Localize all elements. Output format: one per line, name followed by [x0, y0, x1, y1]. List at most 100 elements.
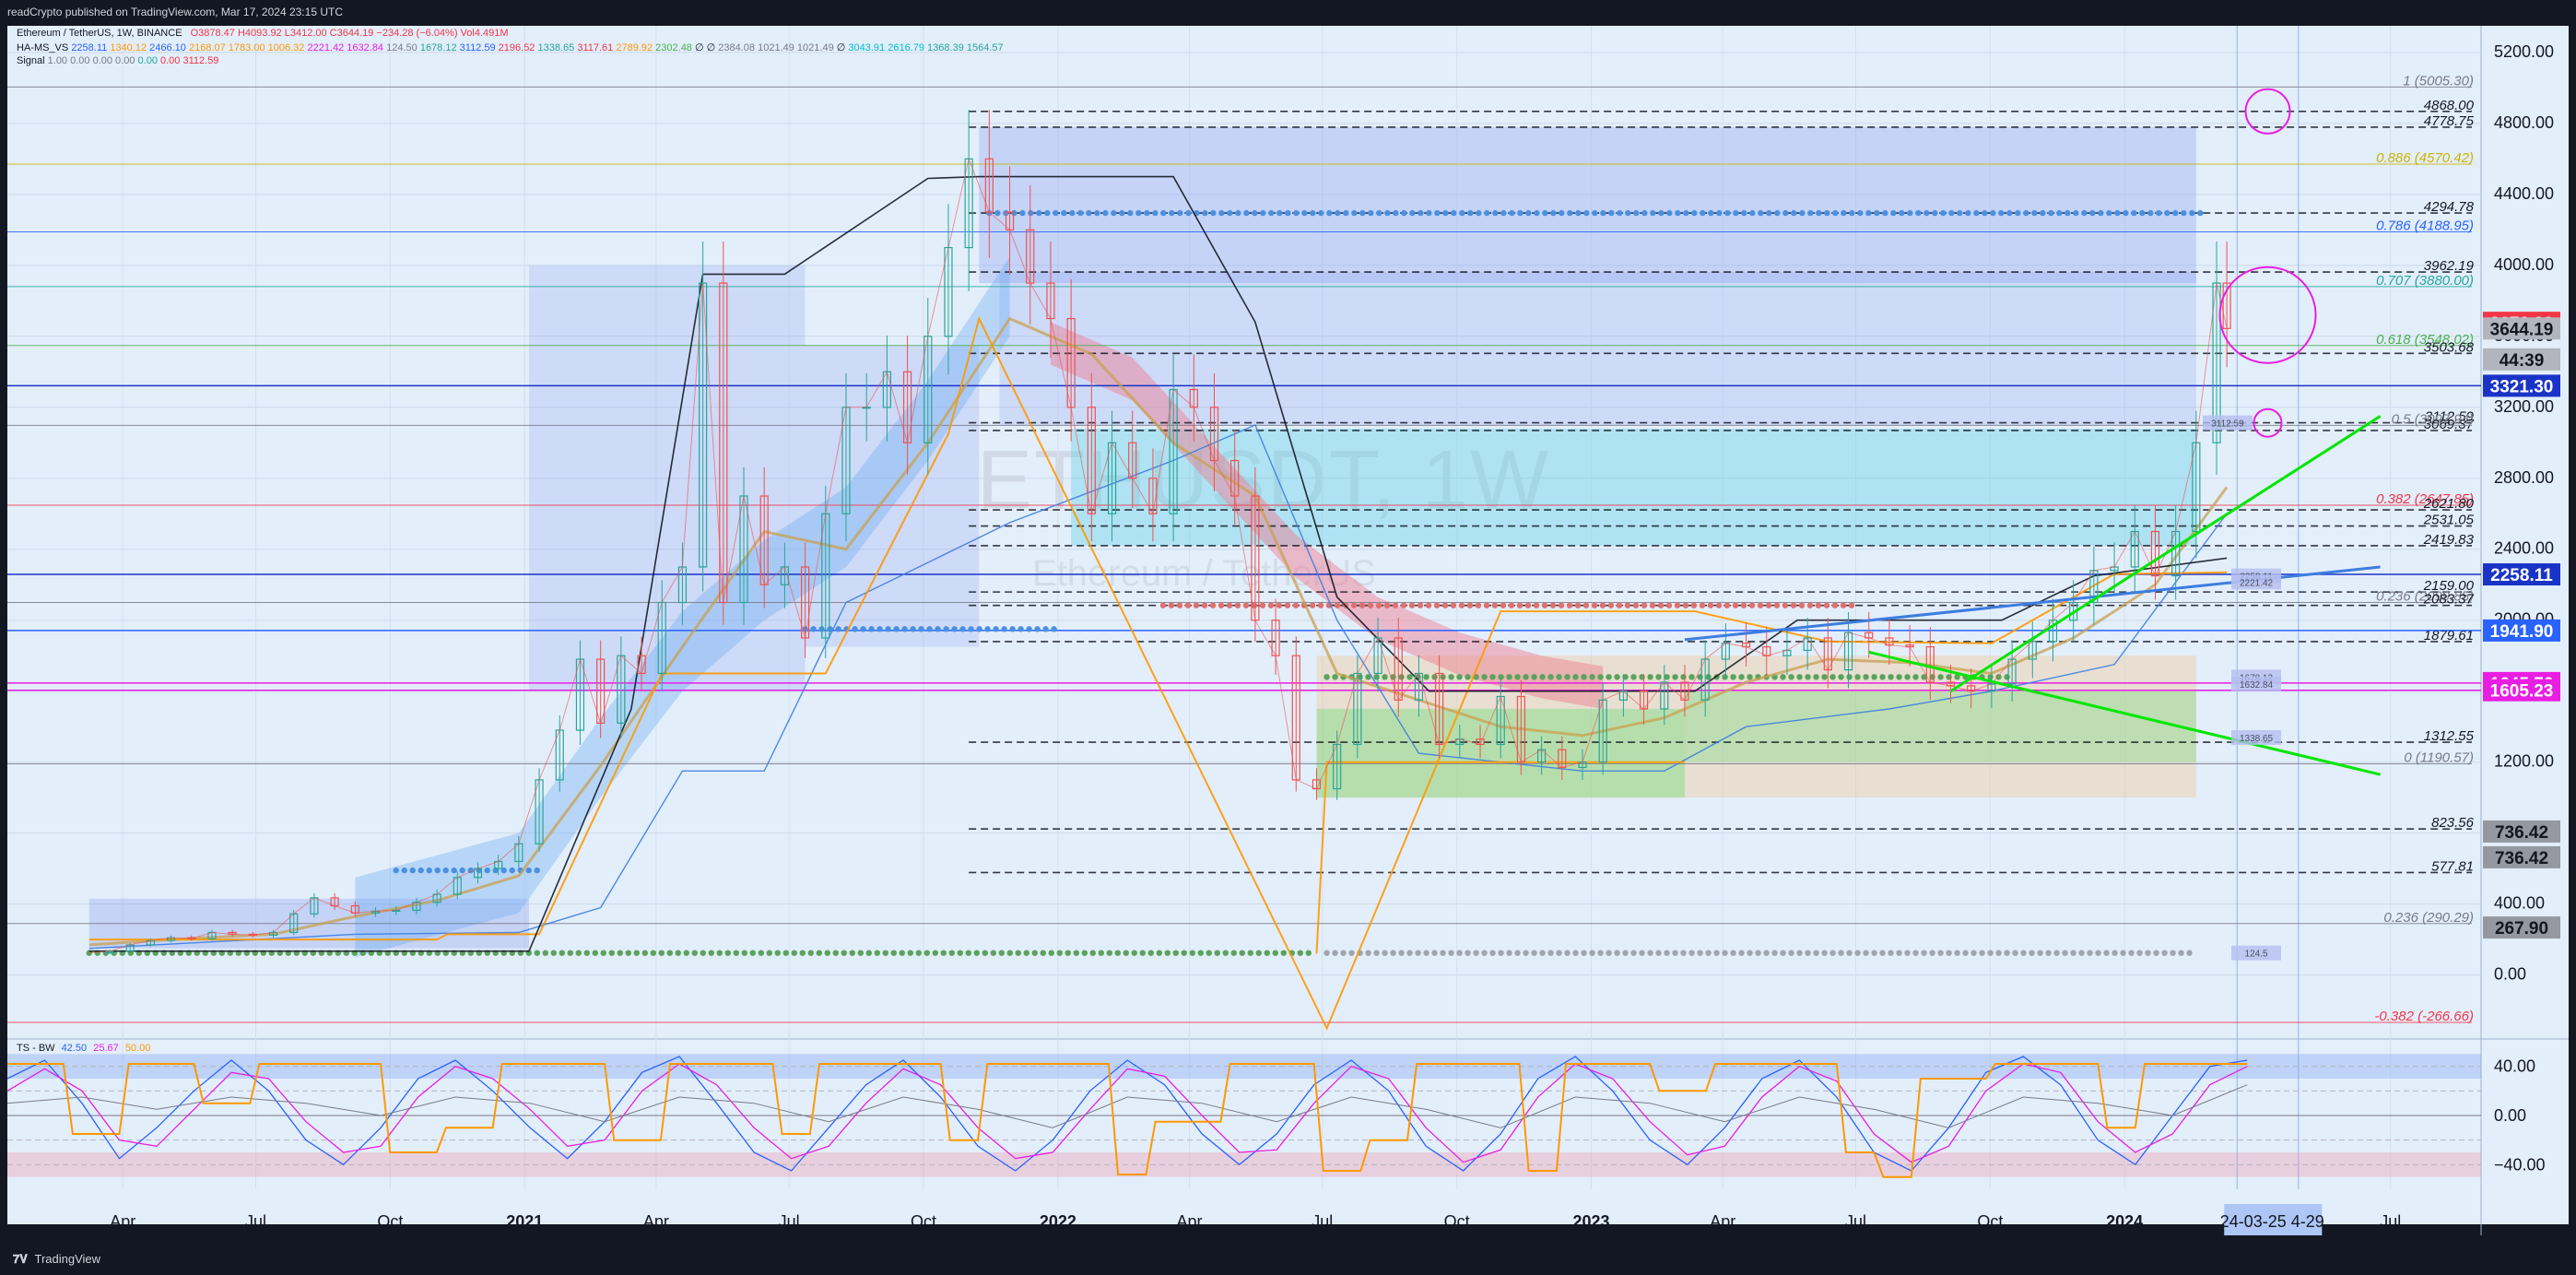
support-dots-grey — [1406, 950, 1413, 956]
low-resistance-dots — [509, 867, 515, 874]
mid-support-dots — [1373, 674, 1380, 680]
support-dots — [550, 950, 557, 956]
legend-signal-label: Signal — [17, 55, 45, 66]
resistance-dots — [1451, 209, 1457, 217]
resistance-dots — [1816, 209, 1822, 217]
legend-ha-value: 2789.92 — [613, 42, 653, 53]
resistance-dots — [1077, 209, 1084, 217]
red-dots — [1815, 602, 1822, 608]
red-dots — [1226, 602, 1233, 608]
red-dots — [1350, 602, 1358, 608]
low-resistance-dots — [459, 867, 465, 874]
support-dots — [865, 950, 872, 956]
legend-signal-line: Signal 1.00 0.00 0.00 0.00 0.00 0.00 311… — [17, 55, 218, 66]
resistance-dots — [1376, 209, 1382, 217]
support-dots — [1040, 950, 1046, 956]
legend-ha-label: HA-MS_VS — [17, 42, 69, 53]
resistance-dots — [1111, 209, 1117, 217]
mid-support-dots — [1805, 674, 1811, 680]
red-dots — [1566, 602, 1573, 608]
support-dots — [1147, 950, 1154, 956]
price-badge-label: 44:39 — [2500, 351, 2545, 371]
support-dots — [882, 950, 888, 956]
mid-support-dots — [1481, 674, 1488, 680]
support-dots — [774, 950, 781, 956]
red-dots — [1475, 602, 1482, 608]
mid-support-dots — [1813, 674, 1819, 680]
price-level-label: 0.382 (2647.85) — [2376, 491, 2474, 507]
osc-y-tick-label: −40.00 — [2494, 1155, 2546, 1174]
resistance-dots — [1990, 209, 1996, 217]
mid-support-dots — [1647, 674, 1653, 680]
price-level-label: 3112.59 — [2425, 409, 2475, 425]
red-dots — [1798, 602, 1806, 608]
red-dots — [1790, 602, 1797, 608]
support-dots-grey — [2029, 950, 2035, 956]
resistance-dots — [1807, 209, 1814, 217]
y-tick-label: 1200.00 — [2494, 752, 2554, 771]
red-dots — [1508, 602, 1515, 608]
mid-support-dots — [1747, 674, 1753, 680]
resistance-dots — [1658, 209, 1664, 217]
mid-support-dots — [1556, 674, 1562, 680]
red-dots — [1715, 602, 1723, 608]
support-dots-grey — [2078, 950, 2085, 956]
price-badge-label: 1941.90 — [2490, 622, 2554, 642]
support-dots — [807, 950, 814, 956]
resistance-dots — [1476, 209, 1482, 217]
red-dots — [1740, 602, 1747, 608]
red-dots — [1624, 602, 1631, 608]
support-dots-grey — [1987, 950, 1994, 956]
support-dots-grey — [1506, 950, 1512, 956]
green-zone-2 — [1684, 691, 2196, 762]
red-dots — [1649, 602, 1656, 608]
resistance-dots — [1791, 209, 1797, 217]
legend-ha-value: ∅ — [691, 42, 704, 53]
y-tick-label: 2400.00 — [2494, 539, 2554, 558]
chart-area[interactable] — [7, 26, 2481, 1224]
mid-support-dots — [1912, 674, 1919, 680]
resistance-dots — [2181, 209, 2187, 217]
resistance-dots — [1733, 209, 1739, 217]
red-dots — [1723, 602, 1731, 608]
inline-tag — [2202, 415, 2253, 431]
resistance-dots — [1782, 209, 1789, 217]
price-level-label: 0.886 (4570.42) — [2376, 150, 2474, 166]
red-dots — [1831, 602, 1839, 608]
resistance-dots — [1102, 209, 1109, 217]
x-tick-label: 2023 — [1572, 1212, 1609, 1231]
red-dots — [1582, 602, 1590, 608]
support-dots — [1214, 950, 1220, 956]
support-dots — [608, 950, 615, 956]
support-dots-grey — [2178, 950, 2184, 956]
resistance-dots — [1160, 209, 1167, 217]
mid-support-dots — [1995, 674, 2002, 680]
mid-support-dots — [1730, 674, 1736, 680]
price-level-label: 1 (5005.30) — [2403, 73, 2474, 89]
red-dots — [1217, 602, 1225, 608]
resistance-dots — [1973, 209, 1980, 217]
support-dots — [1031, 950, 1038, 956]
mid-support-dots — [1937, 674, 1944, 680]
support-dots — [733, 950, 739, 956]
resistance-dots — [1393, 209, 1399, 217]
resistance-dots — [1708, 209, 1714, 217]
support-dots — [1264, 950, 1270, 956]
price-badge-label: 736.42 — [2495, 823, 2548, 843]
support-dots-grey — [1722, 950, 1728, 956]
osc-series-line-1 — [6, 1063, 2248, 1163]
support-dots-grey — [1622, 950, 1629, 956]
support-dots-grey — [1639, 950, 1645, 956]
price-level-label: 4778.75 — [2424, 113, 2475, 129]
resistance-dots — [2006, 209, 2013, 217]
mid-resistance-dots — [910, 626, 916, 632]
support-dots-grey — [1630, 950, 1637, 956]
red-dots — [1699, 602, 1706, 608]
x-tick-label: Apr — [1177, 1212, 1203, 1231]
mid-support-dots — [1572, 674, 1579, 680]
resistance-dots — [1915, 209, 1922, 217]
support-dots-grey — [1680, 950, 1687, 956]
red-dots — [1242, 602, 1250, 608]
resistance-dots — [2081, 209, 2088, 217]
